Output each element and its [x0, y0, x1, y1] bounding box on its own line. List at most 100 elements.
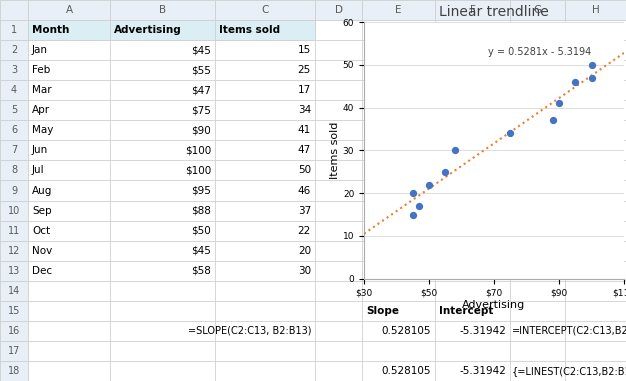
Bar: [0, 321, 28, 341]
Text: 50: 50: [298, 165, 311, 175]
Bar: [0, 200, 28, 221]
X-axis label: Advertising: Advertising: [463, 300, 526, 310]
Text: $58: $58: [191, 266, 211, 276]
Text: Jan: Jan: [32, 45, 48, 55]
Text: =SLOPE(C2:C13, B2:B13): =SLOPE(C2:C13, B2:B13): [188, 326, 311, 336]
Point: [554, 100, 564, 106]
Text: D: D: [334, 5, 342, 15]
Text: 10: 10: [8, 206, 20, 216]
Text: $88: $88: [191, 206, 211, 216]
Text: 13: 13: [8, 266, 20, 276]
Bar: [0, 181, 28, 200]
Bar: [0, 140, 28, 160]
Text: 2: 2: [11, 45, 17, 55]
Bar: [0, 261, 28, 281]
Text: $100: $100: [185, 146, 211, 155]
Point: [548, 117, 558, 123]
Bar: [28, 0, 110, 20]
Text: 17: 17: [298, 85, 311, 95]
Bar: [0, 221, 28, 241]
Bar: [215, 0, 315, 20]
Bar: [435, 0, 510, 20]
Title: Linear trendline: Linear trendline: [439, 5, 549, 19]
Text: 41: 41: [298, 125, 311, 135]
Text: Mar: Mar: [32, 85, 51, 95]
Text: 18: 18: [8, 366, 20, 376]
Text: 5: 5: [11, 105, 17, 115]
Text: B: B: [159, 5, 166, 15]
Text: May: May: [32, 125, 53, 135]
Bar: [0, 20, 28, 40]
Bar: [110, 20, 215, 40]
Text: 34: 34: [298, 105, 311, 115]
Bar: [315, 0, 362, 20]
Text: y = 0.5281x - 5.3194: y = 0.5281x - 5.3194: [488, 47, 591, 57]
Text: 14: 14: [8, 286, 20, 296]
Text: Feb: Feb: [32, 65, 50, 75]
Bar: [28, 20, 110, 40]
Bar: [215, 20, 315, 40]
Text: $45: $45: [191, 45, 211, 55]
Bar: [0, 0, 28, 20]
Bar: [0, 100, 28, 120]
Text: Oct: Oct: [32, 226, 50, 235]
Text: 7: 7: [11, 146, 17, 155]
Y-axis label: Items sold: Items sold: [330, 122, 340, 179]
Text: Intercept: Intercept: [439, 306, 493, 316]
Text: C: C: [261, 5, 269, 15]
Text: $50: $50: [192, 226, 211, 235]
Bar: [0, 281, 28, 301]
Text: 20: 20: [298, 246, 311, 256]
Text: 17: 17: [8, 346, 20, 356]
Text: 6: 6: [11, 125, 17, 135]
Text: $47: $47: [191, 85, 211, 95]
Point: [587, 75, 597, 81]
Text: {=LINEST(C2:C13,B2:B13)}: {=LINEST(C2:C13,B2:B13)}: [512, 366, 626, 376]
Text: 12: 12: [8, 246, 20, 256]
Text: 46: 46: [298, 186, 311, 195]
Point: [440, 169, 450, 175]
Point: [414, 203, 424, 209]
Text: 0.528105: 0.528105: [381, 326, 431, 336]
Text: 9: 9: [11, 186, 17, 195]
Text: Sep: Sep: [32, 206, 51, 216]
Bar: [0, 40, 28, 60]
Text: 3: 3: [11, 65, 17, 75]
Text: Jun: Jun: [32, 146, 48, 155]
Text: 30: 30: [298, 266, 311, 276]
Text: 15: 15: [298, 45, 311, 55]
Text: 25: 25: [298, 65, 311, 75]
Point: [408, 190, 418, 196]
Text: $75: $75: [191, 105, 211, 115]
Bar: [0, 301, 28, 321]
Text: $100: $100: [185, 165, 211, 175]
Bar: [0, 241, 28, 261]
Text: E: E: [395, 5, 402, 15]
Text: -5.31942: -5.31942: [459, 366, 506, 376]
Bar: [510, 0, 565, 20]
Text: Dec: Dec: [32, 266, 52, 276]
Text: $95: $95: [191, 186, 211, 195]
Text: -5.31942: -5.31942: [459, 326, 506, 336]
Text: F: F: [470, 5, 475, 15]
Text: Apr: Apr: [32, 105, 50, 115]
Text: Slope: Slope: [366, 306, 399, 316]
Point: [450, 147, 460, 154]
Text: A: A: [66, 5, 73, 15]
Text: 1: 1: [11, 25, 17, 35]
Text: $90: $90: [192, 125, 211, 135]
Text: 37: 37: [298, 206, 311, 216]
Text: 16: 16: [8, 326, 20, 336]
Text: $55: $55: [191, 65, 211, 75]
Text: Jul: Jul: [32, 165, 44, 175]
Text: Nov: Nov: [32, 246, 52, 256]
Text: 22: 22: [298, 226, 311, 235]
Point: [424, 182, 434, 188]
Text: 47: 47: [298, 146, 311, 155]
Bar: [0, 120, 28, 140]
Bar: [0, 160, 28, 181]
Text: 4: 4: [11, 85, 17, 95]
Bar: [0, 341, 28, 361]
Text: 15: 15: [8, 306, 20, 316]
Text: Advertising: Advertising: [114, 25, 182, 35]
